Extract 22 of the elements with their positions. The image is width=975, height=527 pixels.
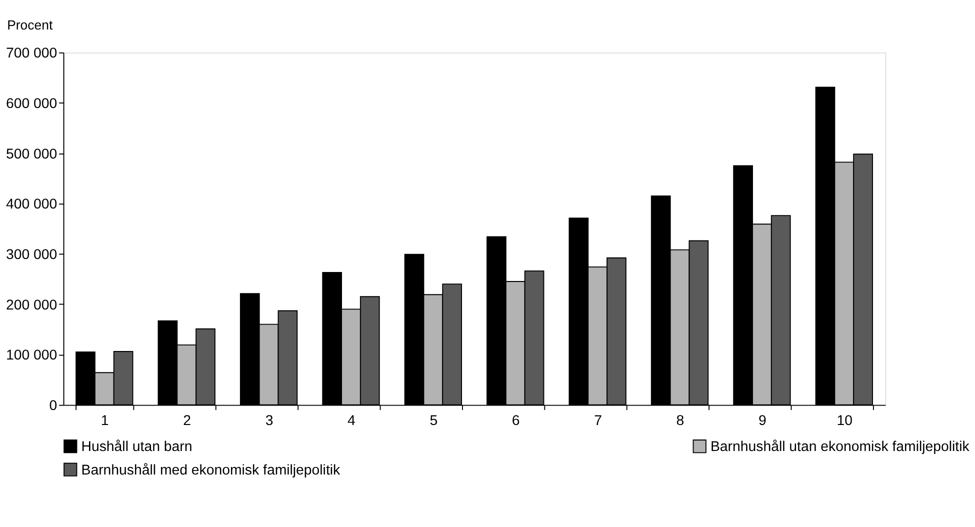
- x-tick-label: 1: [100, 413, 109, 430]
- y-tick-label: 400 000: [6, 196, 58, 213]
- x-tick-label: 9: [758, 413, 766, 430]
- legend-label: Barnhushåll utan ekonomisk familjepolitik: [710, 439, 970, 456]
- legend-label: Barnhushåll med ekonomisk familjepolitik: [81, 462, 342, 478]
- y-tick-label: 100 000: [6, 348, 58, 364]
- x-tick-label: 2: [183, 413, 192, 430]
- x-tick-label: 7: [594, 413, 602, 430]
- y-tick-label: 600 000: [6, 96, 58, 112]
- x-tick-label: 8: [676, 413, 684, 430]
- y-axis-title: Procent: [7, 17, 53, 32]
- x-tick-label: 3: [265, 413, 274, 430]
- x-tick-label: 4: [348, 413, 356, 430]
- y-tick-label: 700 000: [6, 46, 58, 62]
- x-tick-label: 6: [512, 413, 520, 430]
- x-tick-label: 5: [430, 413, 438, 430]
- y-tick-label: 0: [49, 398, 58, 414]
- y-tick-label: 200 000: [6, 297, 58, 314]
- legend-label: Hushåll utan barn: [81, 439, 192, 456]
- x-tick-label: 10: [836, 413, 853, 430]
- y-tick-label: 300 000: [6, 247, 58, 264]
- y-tick-label: 500 000: [6, 146, 58, 162]
